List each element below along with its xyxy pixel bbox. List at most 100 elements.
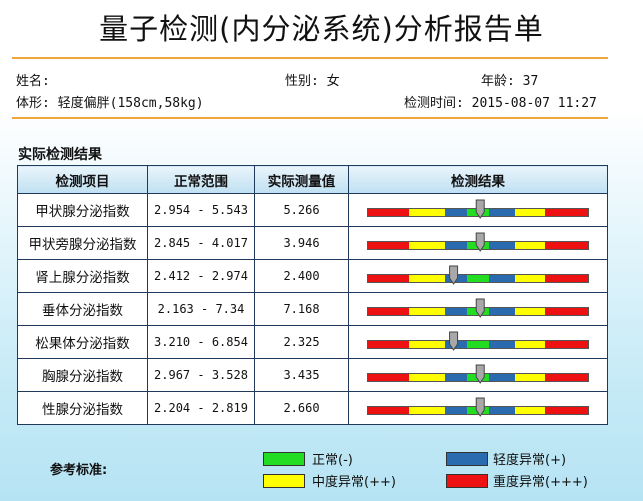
gauge-svg [367,265,589,285]
gauge-segment-normal [467,340,489,349]
table-row: 垂体分泌指数 2.163 - 7.34 7.168 [17,292,608,326]
header-range: 正常范围 [147,165,255,194]
gauge-segment-mild [489,373,515,382]
table-row: 胸腺分泌指数 2.967 - 3.528 3.435 [17,358,608,392]
gauge-segment-mild [445,307,467,316]
item-cell: 甲状旁腺分泌指数 [17,226,148,260]
gauge-segment-severe [545,406,589,415]
gauge-segment-severe [545,340,589,349]
result-cell [348,325,608,359]
gauge-segment-severe [545,274,589,283]
table-row: 甲状旁腺分泌指数 2.845 - 4.017 3.946 [17,226,608,260]
report-title: 量子检测(内分泌系统)分析报告单 [99,12,544,46]
gauge-segment-severe [545,241,589,250]
gauge-marker-icon [475,298,485,318]
result-cell [348,358,608,392]
gauge-segment-mild [445,373,467,382]
gauge-segment-mild [445,208,467,217]
gauge-svg [367,232,589,252]
gauge-marker-icon [449,331,459,351]
gauge-segment-normal [467,274,489,283]
gauge-segment-severe [367,307,409,316]
table-row: 松果体分泌指数 3.210 - 6.854 2.325 [17,325,608,359]
gauge-segment-severe [367,340,409,349]
item-cell: 松果体分泌指数 [17,325,148,359]
gauge-segment-severe [545,373,589,382]
gauge-segment-moderate [515,340,545,349]
gauge-marker-icon [475,364,485,384]
range-cell: 2.412 - 2.974 [147,259,255,293]
gauge-marker-icon [475,397,485,417]
gauge-segment-mild [445,406,467,415]
legend-label-severe: 重度异常(+++) [493,475,588,490]
gauge-segment-severe [367,241,409,250]
info-divider [12,117,608,119]
result-cell [348,193,608,227]
item-cell: 胸腺分泌指数 [17,358,148,392]
result-cell [348,292,608,326]
result-gauge [367,199,589,221]
result-gauge [367,397,589,419]
header-item: 检测项目 [17,165,148,194]
legend-swatch-moderate [263,474,305,488]
gauge-segment-mild [489,406,515,415]
range-cell: 2.845 - 4.017 [147,226,255,260]
gauge-segment-moderate [409,241,445,250]
range-cell: 2.163 - 7.34 [147,292,255,326]
item-cell: 垂体分泌指数 [17,292,148,326]
result-gauge [367,265,589,287]
result-gauge [367,331,589,353]
range-cell: 3.210 - 6.854 [147,325,255,359]
results-table: 检测项目 正常范围 实际测量值 检测结果 甲状腺分泌指数 2.954 - 5.5… [17,165,608,425]
gauge-svg [367,331,589,351]
gauge-svg [367,364,589,384]
gauge-segment-moderate [515,307,545,316]
gender-field: 性别: 女 [285,74,340,89]
legend-label-normal: 正常(-) [312,453,353,468]
body-type-field: 体形: 轻度偏胖(158cm,58kg) [16,96,204,111]
gauge-segment-severe [367,208,409,217]
item-cell: 甲状腺分泌指数 [17,193,148,227]
result-cell [348,259,608,293]
legend-title: 参考标准: [50,463,108,478]
gauge-segment-severe [367,373,409,382]
range-cell: 2.967 - 3.528 [147,358,255,392]
gauge-svg [367,199,589,219]
gauge-segment-mild [489,241,515,250]
gauge-segment-moderate [409,274,445,283]
gauge-segment-mild [489,307,515,316]
table-row: 甲状腺分泌指数 2.954 - 5.543 5.266 [17,193,608,227]
value-cell: 2.400 [254,259,349,293]
legend-label-mild: 轻度异常(+) [493,453,567,468]
item-cell: 性腺分泌指数 [17,391,148,425]
value-cell: 2.325 [254,325,349,359]
result-cell [348,391,608,425]
header-result: 检测结果 [348,165,608,194]
table-row: 性腺分泌指数 2.204 - 2.819 2.660 [17,391,608,425]
result-gauge [367,232,589,254]
gauge-marker-icon [449,265,459,285]
gauge-segment-moderate [409,373,445,382]
age-field: 年龄: 37 [481,74,539,89]
legend-swatch-mild [446,452,488,466]
value-cell: 7.168 [254,292,349,326]
value-cell: 3.435 [254,358,349,392]
gauge-frame [367,340,589,349]
result-gauge [367,364,589,386]
gauge-segment-moderate [409,208,445,217]
legend-swatch-severe [446,474,488,488]
section-title: 实际检测结果 [18,147,102,163]
gauge-svg [367,298,589,318]
value-cell: 3.946 [254,226,349,260]
gauge-segment-moderate [515,274,545,283]
gauge-marker-icon [475,232,485,252]
gauge-marker-icon [475,199,485,219]
gauge-segment-severe [367,406,409,415]
gauge-segment-moderate [515,406,545,415]
name-label: 姓名: [16,74,50,89]
header-value: 实际测量值 [254,165,349,194]
range-cell: 2.954 - 5.543 [147,193,255,227]
gauge-segment-severe [545,208,589,217]
range-cell: 2.204 - 2.819 [147,391,255,425]
item-cell: 肾上腺分泌指数 [17,259,148,293]
